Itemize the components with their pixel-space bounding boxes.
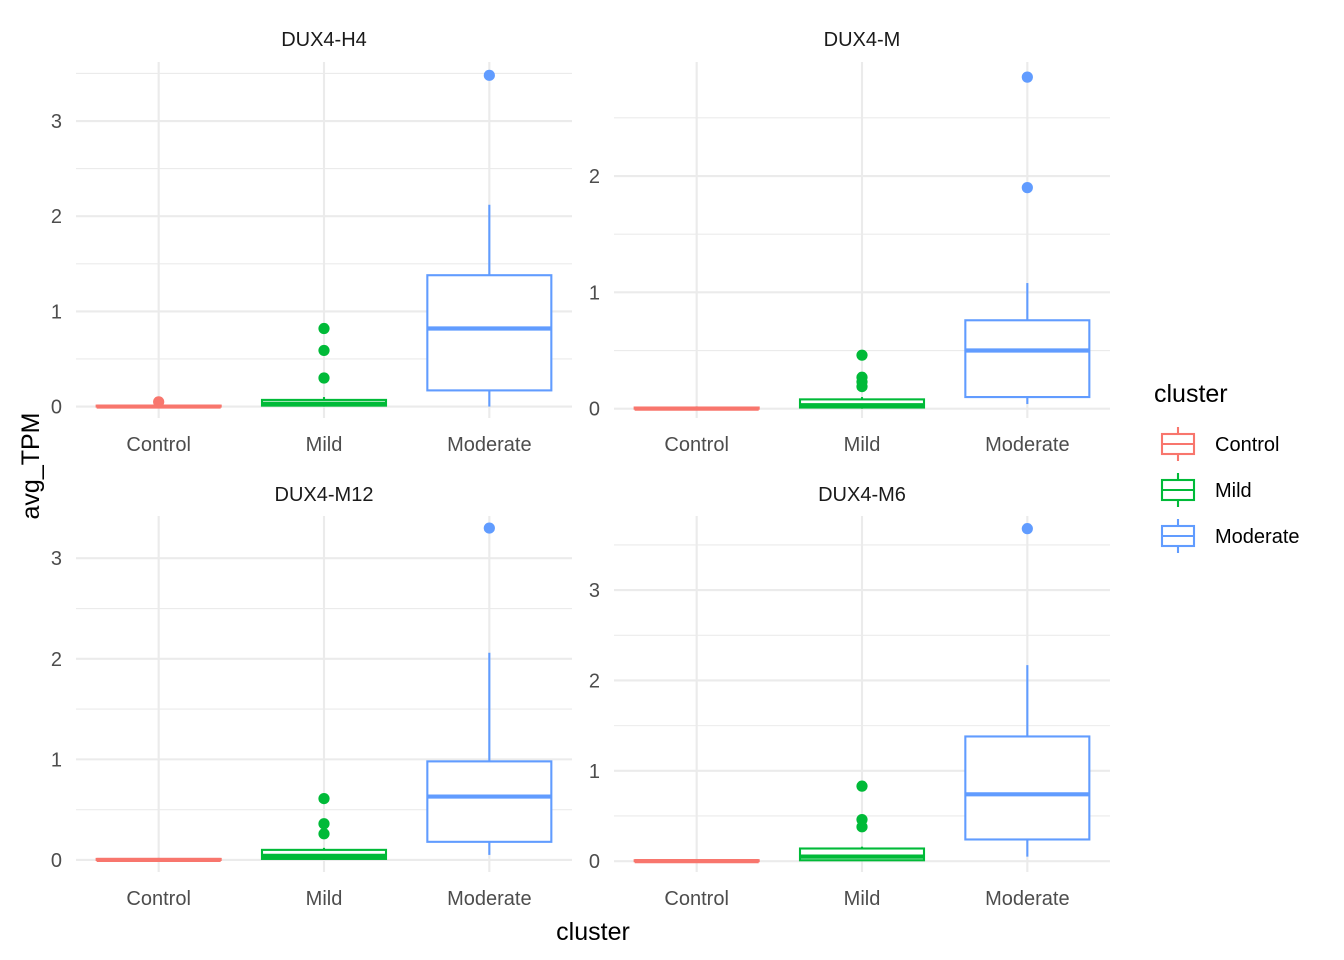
y-tick-label: 2 — [589, 166, 600, 188]
box-moderate — [426, 69, 553, 407]
x-tick-label: Control — [126, 888, 190, 910]
x-tick-label: Mild — [844, 888, 881, 910]
outlier-point — [856, 371, 868, 383]
x-tick-label: Mild — [306, 888, 343, 910]
outlier-point — [483, 69, 495, 81]
iqr-box — [426, 274, 553, 392]
legend-label: Mild — [1215, 480, 1252, 502]
outlier-point — [153, 396, 165, 408]
box-control — [633, 406, 760, 411]
box-moderate — [964, 71, 1091, 405]
facet-dux4-m: DUX4-M 0 1 2 Control Mild Moderate — [589, 29, 1110, 456]
y-tick-label: 1 — [589, 282, 600, 304]
outlier-point — [483, 522, 495, 534]
outlier-point — [1021, 523, 1033, 535]
iqr-box — [798, 847, 926, 862]
y-tick-label: 0 — [51, 397, 62, 419]
y-tick-label: 3 — [589, 580, 600, 602]
x-tick-label: Moderate — [447, 888, 532, 910]
box-mild — [260, 322, 388, 407]
outlier-point — [318, 818, 330, 830]
outlier-point — [1021, 71, 1033, 83]
outlier-point — [318, 792, 330, 805]
x-tick-label: Moderate — [447, 434, 532, 456]
iqr-box — [964, 735, 1091, 841]
iqr-box — [964, 319, 1091, 399]
x-tick-label: Moderate — [985, 888, 1070, 910]
y-tick-label: 2 — [589, 670, 600, 692]
y-tick-label: 3 — [51, 548, 62, 570]
facet-panels: DUX4-H4 0 1 2 3 Control Mild Moderate DUX4-M 0 1 2 C… — [51, 29, 1110, 910]
legend-label: Moderate — [1215, 526, 1300, 548]
outlier-point — [1021, 182, 1033, 194]
y-tick-label: 1 — [589, 761, 600, 783]
outlier-point — [856, 349, 868, 361]
y-tick-label: 2 — [51, 649, 62, 671]
y-tick-label: 0 — [589, 399, 600, 421]
x-tick-label: Control — [126, 434, 190, 456]
facet-dux4-h4: DUX4-H4 0 1 2 3 Control Mild Moderate — [51, 29, 572, 456]
box-control — [95, 857, 222, 863]
legend-key-mild: Mild — [1160, 473, 1252, 507]
x-tick-label: Mild — [844, 434, 881, 456]
legend-key-moderate: Moderate — [1160, 519, 1300, 553]
x-tick-label: Control — [664, 434, 728, 456]
x-tick-label: Control — [664, 888, 728, 910]
facet-title: DUX4-M12 — [275, 484, 374, 506]
box-mild — [260, 792, 388, 860]
outlier-point — [318, 828, 330, 840]
y-axis-title: avg_TPM — [17, 413, 45, 520]
x-tick-label: Moderate — [985, 434, 1070, 456]
outlier-point — [318, 322, 330, 335]
y-tick-label: 0 — [589, 851, 600, 873]
box-mild — [798, 349, 926, 409]
facet-title: DUX4-H4 — [281, 29, 367, 51]
outlier-point — [856, 780, 868, 792]
facet-dux4-m12: DUX4-M12 0 1 2 3 Control Mild Moderate — [51, 484, 572, 910]
box-control — [633, 859, 760, 864]
legend-key-control: Control — [1160, 427, 1279, 461]
y-tick-label: 1 — [51, 301, 62, 323]
outlier-point — [856, 813, 868, 826]
y-tick-label: 0 — [51, 850, 62, 872]
legend-label: Control — [1215, 434, 1279, 456]
y-tick-label: 1 — [51, 749, 62, 771]
y-tick-label: 3 — [51, 111, 62, 133]
box-mild — [798, 780, 926, 862]
legend-title: cluster — [1154, 380, 1228, 408]
box-control — [95, 396, 222, 409]
outlier-point — [318, 344, 330, 357]
facet-title: DUX4-M — [824, 29, 901, 51]
iqr-box — [426, 760, 553, 843]
legend: cluster Control Mild Moderate — [1154, 380, 1300, 553]
facet-title: DUX4-M6 — [818, 484, 906, 506]
box-moderate — [426, 522, 553, 855]
outlier-point — [318, 372, 330, 384]
x-tick-label: Mild — [306, 434, 343, 456]
y-tick-label: 2 — [51, 206, 62, 228]
box-moderate — [964, 523, 1091, 857]
facet-dux4-m6: DUX4-M6 0 1 2 3 Control Mild Moderate — [589, 484, 1110, 910]
x-axis-title: cluster — [556, 918, 630, 946]
